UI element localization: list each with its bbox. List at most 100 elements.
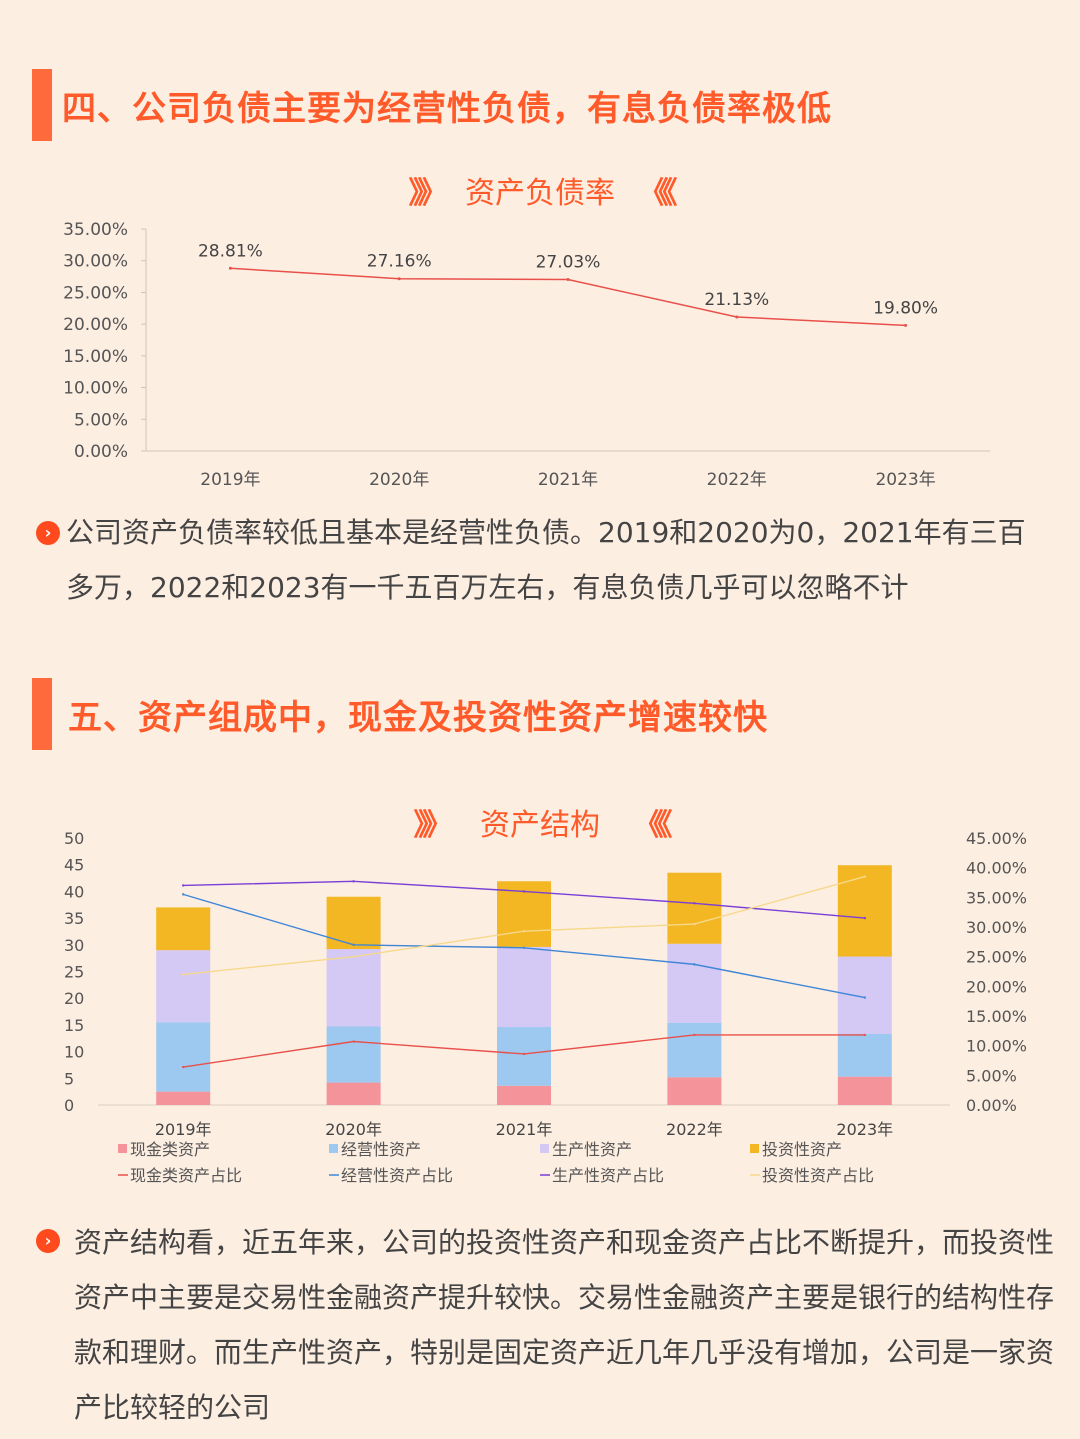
- line-point: [693, 963, 696, 966]
- y-left-tick-label: 10: [64, 1043, 84, 1062]
- y-tick-label: 15.00%: [63, 347, 128, 367]
- legend-label: 生产性资产占比: [552, 1166, 664, 1185]
- chevron-left-icon: 《《: [633, 808, 673, 843]
- bar-segment-经营性资产: [667, 1022, 722, 1078]
- data-label: 21.13%: [704, 290, 769, 310]
- bar-segment-经营性资产: [156, 1022, 211, 1092]
- y-right-tick-label: 0.00%: [966, 1096, 1017, 1115]
- section1-accent-bar: [32, 69, 52, 141]
- bar-segment-现金类资产: [497, 1085, 551, 1105]
- bar-segment-投资性资产: [667, 872, 722, 944]
- line-point: [352, 955, 355, 958]
- bar-segment-投资性资产: [326, 896, 381, 950]
- legend-label: 投资性资产占比: [762, 1166, 874, 1185]
- chart2-title: 资产结构: [480, 808, 600, 843]
- data-point: [228, 266, 232, 270]
- legend-swatch: [750, 1144, 759, 1153]
- y-left-tick-label: 20: [64, 989, 84, 1008]
- section2-header: 五、资产组成中，现金及投资性资产增速较快: [32, 678, 768, 750]
- y-tick-label: 25.00%: [63, 283, 128, 303]
- data-point: [566, 278, 570, 282]
- debt-ratio-line: [230, 267, 906, 327]
- y-tick-label: 30.00%: [63, 252, 128, 272]
- line-point: [182, 1065, 185, 1069]
- y-tick-label: 35.00%: [63, 220, 128, 240]
- section1-header: 四、公司负债主要为经营性负债，有息负债率极低: [32, 69, 832, 141]
- chart1-title-row: 》》 资产负债率 《《: [0, 168, 1080, 212]
- line-point: [863, 996, 866, 999]
- line-point: [863, 916, 866, 920]
- x-tick-label: 2021年: [496, 1120, 553, 1139]
- x-tick-label: 2020年: [325, 1120, 382, 1139]
- y-left-tick-label: 25: [64, 963, 84, 982]
- line-point: [352, 1040, 355, 1043]
- y-right-tick-label: 15.00%: [966, 1007, 1027, 1026]
- asset-structure-chart: 0 5 10 15 20 25 30 35 40 45 50 0.00% 5.00% 10.00% 15.0…: [64, 829, 1027, 1185]
- line-point: [182, 973, 185, 976]
- bar-segment-经营性资产: [837, 1033, 892, 1077]
- x-tick-label: 2023年: [875, 470, 935, 490]
- x-tick-label: 2022年: [707, 470, 767, 490]
- y-tick-label: 20.00%: [63, 315, 128, 335]
- legend-label: 经营性资产占比: [341, 1166, 453, 1185]
- y-right-tick-label: 40.00%: [966, 859, 1027, 878]
- x-tick-label: 2021年: [538, 470, 598, 490]
- line-point: [863, 1033, 866, 1037]
- bar-segment-生产性资产: [497, 946, 551, 1028]
- chart1-title: 资产负债率: [465, 176, 615, 211]
- bar-segment-生产性资产: [156, 950, 211, 1023]
- bar-segment-投资性资产: [156, 907, 211, 951]
- bar-segment-经营性资产: [497, 1027, 551, 1086]
- paragraph-assets: 资产结构看，近五年来，公司的投资性资产和现金资产占比不断提升，而投资性资产中主要…: [74, 1226, 1055, 1424]
- x-tick-label: 2019年: [200, 470, 260, 490]
- section2-title: 五、资产组成中，现金及投资性资产增速较快: [68, 697, 768, 738]
- bar-segment-生产性资产: [837, 956, 892, 1034]
- legend-swatch: [540, 1144, 549, 1153]
- bullet-arrow-icon: ›: [36, 521, 60, 545]
- debt-ratio-chart: 0.00% 5.00% 10.00% 15.00% 20.00% 25.00% 30.00%…: [63, 220, 990, 490]
- data-label: 27.16%: [367, 252, 432, 272]
- data-point: [904, 323, 908, 327]
- y-left-tick-label: 45: [64, 856, 84, 875]
- bar-segment-现金类资产: [837, 1076, 892, 1105]
- y-right-tick-label: 30.00%: [966, 918, 1027, 937]
- bar-segment-生产性资产: [326, 949, 381, 1027]
- bar-segment-投资性资产: [837, 865, 892, 957]
- y-tick-label: 0.00%: [74, 442, 128, 462]
- data-point: [735, 315, 739, 319]
- bar-segment-经营性资产: [326, 1026, 381, 1083]
- line-point: [352, 943, 355, 946]
- x-tick-label: 2022年: [666, 1120, 723, 1139]
- line-point: [693, 922, 696, 926]
- y-left-tick-label: 35: [64, 909, 84, 928]
- legend-label: 现金类资产占比: [130, 1166, 242, 1185]
- y-right-tick-label: 35.00%: [966, 888, 1027, 907]
- x-tick-label: 2020年: [369, 470, 429, 490]
- data-point: [397, 277, 401, 281]
- legend-swatch: [118, 1144, 127, 1153]
- legend-label: 生产性资产: [552, 1140, 632, 1159]
- section2-accent-bar: [32, 678, 52, 750]
- data-label: 28.81%: [198, 241, 263, 261]
- data-label: 27.03%: [536, 253, 601, 273]
- line-point: [522, 946, 526, 949]
- y-left-tick-label: 0: [64, 1096, 74, 1115]
- x-tick-label: 2023年: [836, 1120, 893, 1139]
- y-right-tick-label: 25.00%: [966, 948, 1027, 967]
- y-right-tick-label: 5.00%: [966, 1066, 1017, 1085]
- line-point: [693, 1033, 696, 1037]
- bar-segment-现金类资产: [667, 1077, 722, 1105]
- bar-segment-现金类资产: [156, 1091, 211, 1105]
- paragraph-debt: 公司资产负债率较低且基本是经营性负债。2019和2020为0，2021年有三百多…: [66, 516, 1026, 604]
- chevron-left-icon: 《《: [638, 176, 678, 211]
- section1-title: 四、公司负债主要为经营性负债，有息负债率极低: [62, 88, 832, 129]
- x-tick-label: 2019年: [155, 1120, 212, 1139]
- bar-segment-生产性资产: [667, 943, 722, 1023]
- line-point: [522, 929, 526, 933]
- legend-label: 投资性资产: [762, 1140, 842, 1159]
- y-right-tick-label: 10.00%: [966, 1037, 1027, 1056]
- y-tick-label: 10.00%: [63, 379, 128, 399]
- bar-segment-现金类资产: [326, 1082, 381, 1105]
- y-left-tick-label: 30: [64, 936, 84, 955]
- line-point: [352, 880, 355, 883]
